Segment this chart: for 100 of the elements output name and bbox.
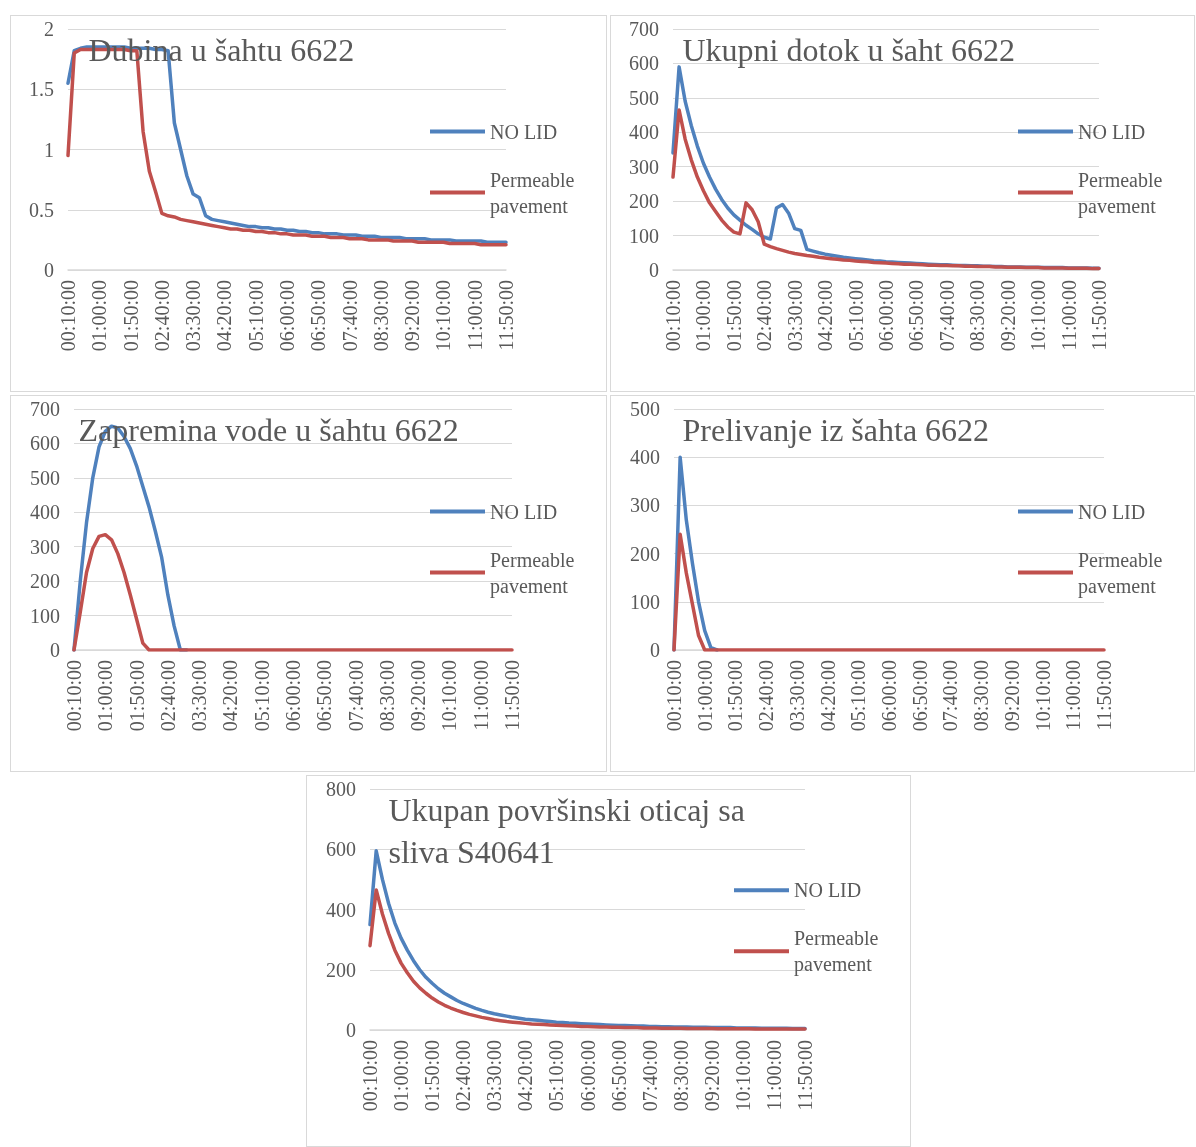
legend-label: NO LID — [1078, 120, 1146, 143]
chart-title: Prelivanje iz šahta 6622 — [682, 412, 990, 448]
x-tick-label: 02:40:00 — [156, 660, 179, 732]
x-tick-label: 05:10:00 — [250, 660, 273, 732]
x-tick-label: 07:40:00 — [939, 660, 962, 732]
y-tick-label: 0 — [44, 259, 54, 281]
x-tick-label: 01:00:00 — [88, 280, 111, 352]
x-tick-label: 01:50:00 — [125, 660, 148, 732]
legend-label: NO LID — [794, 879, 862, 902]
legend-label: Permeable pavement — [794, 927, 884, 977]
y-tick-label: 400 — [629, 121, 659, 144]
chart-title: Zapremina vode u šahtu 6622 — [78, 412, 459, 448]
x-tick-label: 07:40:00 — [935, 280, 958, 352]
y-tick-label: 0 — [346, 1019, 356, 1041]
x-tick-label: 00:10:00 — [57, 280, 79, 352]
y-tick-label: 600 — [30, 432, 60, 455]
y-tick-label: 600 — [326, 838, 356, 861]
x-tick-label: 00:10:00 — [359, 1040, 381, 1112]
x-tick-label: 00:10:00 — [663, 660, 685, 732]
legend-label: Permeable pavement — [490, 548, 580, 598]
x-tick-label: 01:00:00 — [94, 660, 117, 732]
y-tick-label: 1.5 — [29, 78, 54, 101]
y-tick-label: 400 — [326, 898, 356, 921]
y-tick-label: 700 — [30, 398, 60, 420]
x-tick-label: 04:20:00 — [514, 1040, 537, 1112]
x-tick-label: 02:40:00 — [150, 280, 173, 352]
x-tick-label: 07:40:00 — [338, 280, 361, 352]
x-tick-label: 11:00:00 — [1062, 660, 1085, 731]
y-tick-label: 200 — [326, 958, 356, 981]
y-tick-label: 500 — [629, 86, 659, 109]
y-tick-label: 0 — [649, 259, 659, 281]
x-tick-label: 10:10:00 — [1027, 280, 1050, 352]
chart-title: Ukupni dotok u šaht 6622 — [682, 32, 1015, 68]
x-tick-label: 00:10:00 — [662, 280, 684, 352]
x-tick-label: 05:10:00 — [844, 280, 867, 352]
x-tick-label: 01:50:00 — [722, 280, 745, 352]
y-tick-label: 0.5 — [29, 198, 54, 221]
y-tick-label: 100 — [629, 224, 659, 247]
x-tick-label: 06:50:00 — [908, 660, 931, 732]
legend-label: NO LID — [490, 500, 558, 523]
x-tick-label: 06:50:00 — [313, 660, 336, 732]
x-tick-label: 11:00:00 — [463, 280, 486, 351]
text: Ukupan površinski oticaj sa sliva S40641 — [388, 792, 753, 870]
x-tick-label: 05:10:00 — [244, 280, 267, 352]
x-tick-label: 11:50:00 — [794, 1040, 816, 1111]
y-tick-label: 200 — [30, 570, 60, 593]
legend-label: NO LID — [490, 120, 558, 143]
x-tick-label: 03:30:00 — [783, 280, 806, 352]
y-tick-label: 300 — [629, 155, 659, 178]
x-tick-label: 10:10:00 — [731, 1040, 754, 1112]
x-tick-label: 03:30:00 — [188, 660, 211, 732]
x-tick-label: 09:20:00 — [700, 1040, 723, 1112]
y-tick-label: 800 — [326, 778, 356, 800]
x-tick-label: 03:30:00 — [785, 660, 808, 732]
x-tick-label: 11:00:00 — [1057, 280, 1080, 351]
y-tick-label: 0 — [50, 639, 60, 661]
y-tick-label: 400 — [630, 446, 660, 469]
x-tick-label: 08:30:00 — [970, 660, 993, 732]
y-tick-label: 200 — [629, 190, 659, 213]
x-tick-label: 10:10:00 — [1031, 660, 1054, 732]
x-tick-label: 01:50:00 — [724, 660, 747, 732]
x-tick-label: 04:20:00 — [816, 660, 839, 732]
x-tick-label: 10:10:00 — [438, 660, 461, 732]
x-tick-label: 02:40:00 — [452, 1040, 475, 1112]
x-tick-label: 10:10:00 — [432, 280, 455, 352]
x-tick-label: 01:00:00 — [693, 660, 716, 732]
legend-label: Permeable pavement — [1078, 168, 1168, 218]
x-tick-label: 11:00:00 — [469, 660, 492, 731]
y-tick-label: 400 — [30, 501, 60, 524]
y-tick-label: 100 — [30, 604, 60, 627]
x-tick-label: 05:10:00 — [847, 660, 870, 732]
y-tick-label: 100 — [630, 590, 660, 613]
x-tick-label: 06:00:00 — [282, 660, 304, 732]
x-tick-label: 06:50:00 — [905, 280, 928, 352]
x-tick-label: 05:10:00 — [545, 1040, 568, 1112]
x-tick-label: 03:30:00 — [483, 1040, 506, 1112]
y-tick-label: 2 — [44, 18, 54, 40]
y-tick-label: 1 — [44, 138, 54, 161]
x-tick-label: 06:00:00 — [576, 1040, 599, 1112]
x-tick-label: 11:50:00 — [501, 660, 523, 731]
x-tick-label: 08:30:00 — [369, 280, 392, 352]
x-tick-label: 09:20:00 — [401, 280, 424, 352]
x-tick-label: 11:50:00 — [1093, 660, 1115, 731]
x-tick-label: 06:50:00 — [607, 1040, 630, 1112]
y-tick-label: 500 — [630, 398, 660, 420]
x-tick-label: 01:00:00 — [692, 280, 715, 352]
x-tick-label: 09:20:00 — [407, 660, 430, 732]
x-tick-label: 11:00:00 — [762, 1040, 785, 1111]
y-tick-label: 300 — [30, 535, 60, 558]
y-tick-label: 200 — [630, 542, 660, 565]
x-tick-label: 01:50:00 — [421, 1040, 444, 1112]
x-tick-label: 04:20:00 — [213, 280, 236, 352]
y-tick-label: 700 — [629, 18, 659, 40]
x-tick-label: 08:30:00 — [966, 280, 989, 352]
x-tick-label: 03:30:00 — [182, 280, 205, 352]
x-tick-label: 08:30:00 — [375, 660, 398, 732]
y-tick-label: 0 — [650, 639, 660, 661]
x-tick-label: 00:10:00 — [63, 660, 85, 732]
legend-label: Permeable pavement — [490, 168, 580, 218]
x-tick-label: 06:50:00 — [307, 280, 330, 352]
